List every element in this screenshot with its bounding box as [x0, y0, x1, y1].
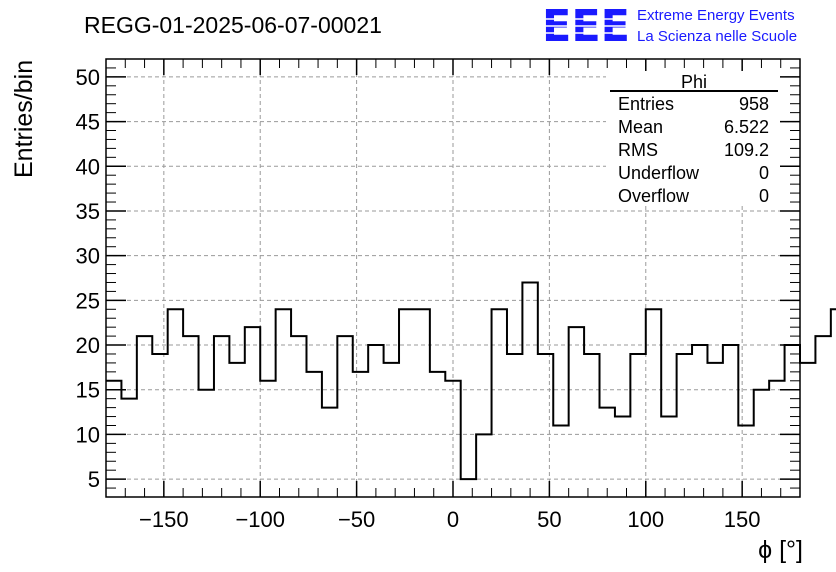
x-tick-label: 150	[724, 507, 761, 532]
x-tick-label: 100	[627, 507, 664, 532]
y-tick-label: 25	[76, 288, 100, 313]
y-tick-label: 5	[88, 467, 100, 492]
eee-logo: EEE	[542, 1, 632, 52]
plot-frame	[105, 58, 801, 498]
y-tick-label: 45	[76, 110, 100, 135]
stats-box: Phi Entries 958 Mean 6.522 RMS 109.2 Und…	[606, 71, 780, 206]
axis-ticks	[105, 58, 801, 498]
y-tick-label: 35	[76, 199, 100, 224]
x-tick-labels: −150 −100 −50 0 50 100 150	[139, 507, 760, 532]
stats-value-entries: 958	[739, 94, 769, 114]
stats-label-entries: Entries	[618, 94, 674, 114]
x-tick-label: −100	[235, 507, 285, 532]
stats-value-mean: 6.522	[724, 117, 769, 137]
y-tick-label: 30	[76, 244, 100, 269]
y-tick-label: 10	[76, 422, 100, 447]
y-tick-label: 50	[76, 65, 100, 90]
stats-value-underflow: 0	[759, 163, 769, 183]
brand-line-1: Extreme Energy Events	[637, 7, 795, 24]
stats-value-rms: 109.2	[724, 140, 769, 160]
x-tick-label: −150	[139, 507, 189, 532]
y-tick-label: 40	[76, 154, 100, 179]
y-tick-label: 15	[76, 378, 100, 403]
stats-label-overflow: Overflow	[618, 186, 690, 206]
stats-label-mean: Mean	[618, 117, 663, 137]
x-axis-title: ϕ [°]	[758, 536, 803, 564]
y-tick-labels: 5 10 15 20 25 30 35 40 45 50	[76, 65, 100, 492]
stats-label-rms: RMS	[618, 140, 658, 160]
histogram-outline	[106, 281, 836, 481]
y-tick-label: 20	[76, 333, 100, 358]
y-axis-title: Entries/bin	[10, 60, 38, 178]
stats-title: Phi	[681, 72, 707, 92]
x-tick-label: 0	[447, 507, 459, 532]
chart-title: REGG-01-2025-06-07-00021	[84, 12, 382, 38]
x-tick-label: −50	[338, 507, 375, 532]
stats-label-underflow: Underflow	[618, 163, 700, 183]
brand-line-2: La Scienza nelle Scuole	[637, 28, 797, 45]
stats-value-overflow: 0	[759, 186, 769, 206]
x-tick-label: 50	[537, 507, 561, 532]
